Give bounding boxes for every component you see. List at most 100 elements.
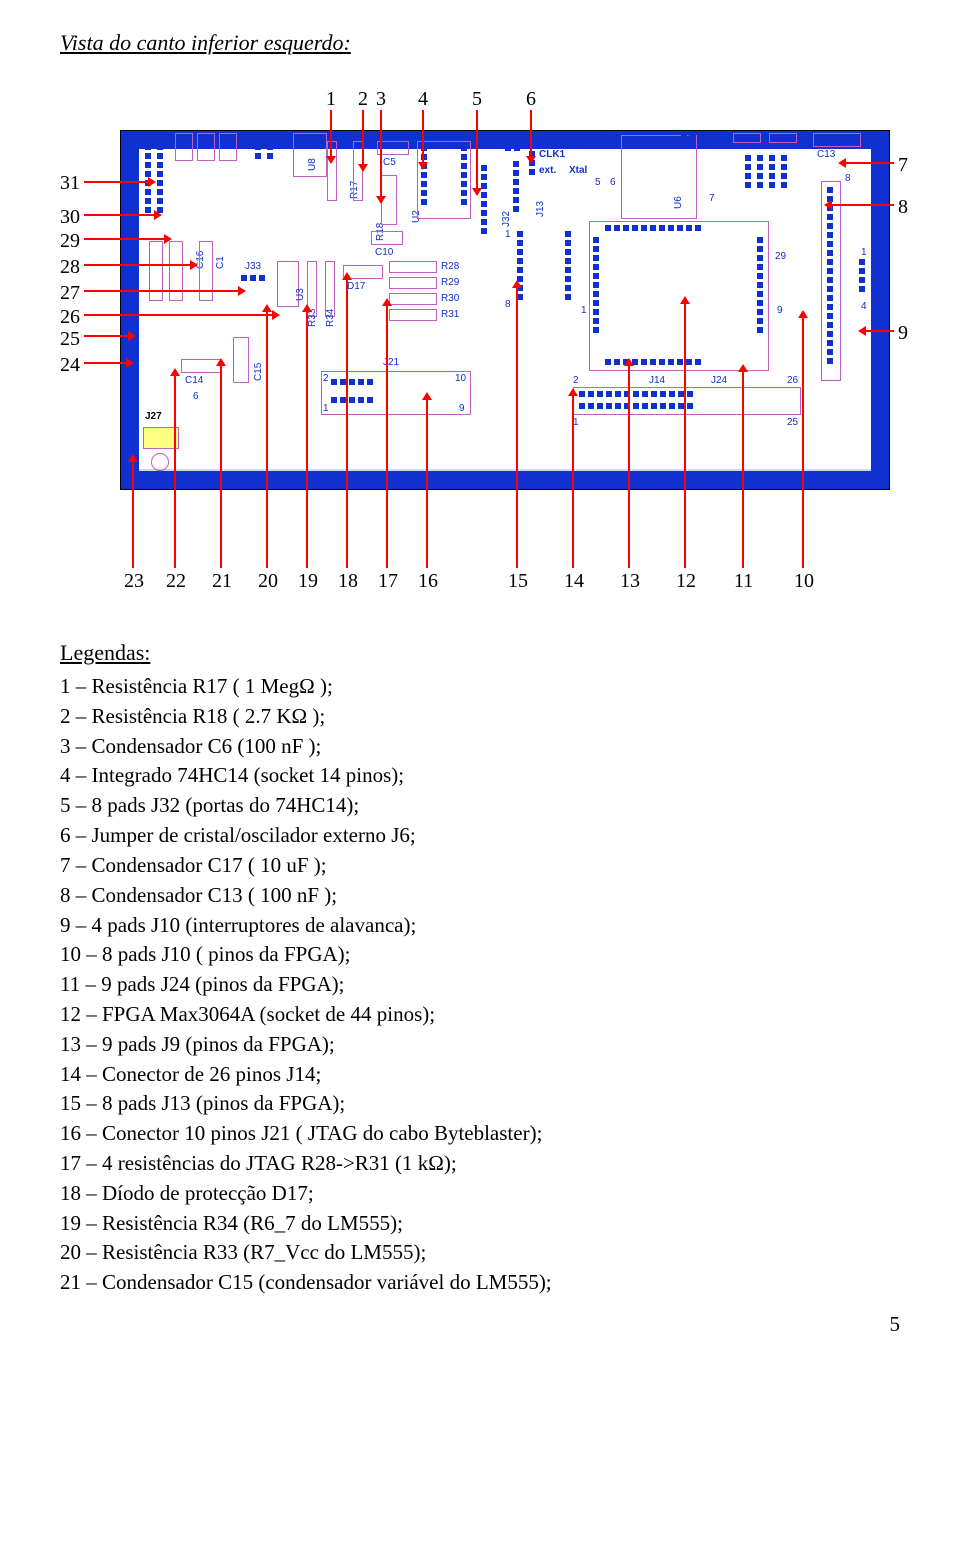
label-11: 11 — [734, 570, 753, 593]
legend-item: 16 – Conector 10 pinos J21 ( JTAG do cab… — [60, 1119, 900, 1149]
silk-n1d: 1 — [581, 305, 587, 316]
legend-item: 12 – FPGA Max3064A (socket de 44 pinos); — [60, 1000, 900, 1030]
label-1: 1 — [326, 88, 336, 111]
label-13: 13 — [620, 570, 640, 593]
silk-j6: J6 — [553, 134, 564, 145]
silk-n1f: 1 — [323, 403, 329, 414]
label-25: 25 — [60, 328, 80, 351]
silk-n10: 10 — [455, 373, 466, 384]
label-9: 9 — [898, 322, 908, 345]
label-16: 16 — [418, 570, 438, 593]
label-15: 15 — [508, 570, 528, 593]
silk-r29: R29 — [441, 277, 459, 288]
silk-c14: C14 — [185, 375, 203, 386]
silk-c5: C5 — [383, 157, 396, 168]
silk-n26: 26 — [787, 375, 798, 386]
label-4: 4 — [418, 88, 428, 111]
silk-n1a: 1 — [505, 229, 511, 240]
label-2: 2 — [358, 88, 368, 111]
label-29: 29 — [60, 230, 80, 253]
silk-u3: U3 — [295, 288, 306, 301]
legend-item: 19 – Resistência R34 (R6_7 do LM555); — [60, 1209, 900, 1239]
legend-item: 4 – Integrado 74HC14 (socket 14 pinos); — [60, 761, 900, 791]
legend-item: 18 – Díodo de protecção D17; — [60, 1179, 900, 1209]
silk-c15: C15 — [253, 363, 264, 381]
label-6: 6 — [526, 88, 536, 111]
label-14: 14 — [564, 570, 584, 593]
page-number: 5 — [60, 1312, 900, 1337]
silk-n25: 25 — [787, 417, 798, 428]
label-7: 7 — [898, 154, 908, 177]
silk-n9b: 9 — [459, 403, 465, 414]
label-18: 18 — [338, 570, 358, 593]
label-8: 8 — [898, 196, 908, 219]
page-title: Vista do canto inferior esquerdo: — [60, 30, 900, 56]
legend-item: 15 – 8 pads J13 (pinos da FPGA); — [60, 1089, 900, 1119]
silk-n8b: 8 — [845, 173, 851, 184]
silk-j13: J13 — [535, 201, 546, 217]
silk-n7: 7 — [709, 193, 715, 204]
pcb-board: U8 R17 R18 C5 U2 C10 J32 J31 CLK1 ext. X… — [120, 130, 890, 490]
legend-item: 5 – 8 pads J32 (portas do 74HC14); — [60, 791, 900, 821]
legend-item: 8 – Condensador C13 ( 100 nF ); — [60, 881, 900, 911]
legend-item: 13 – 9 pads J9 (pinos da FPGA); — [60, 1030, 900, 1060]
label-20: 20 — [258, 570, 278, 593]
label-21: 21 — [212, 570, 232, 593]
silk-clk1: CLK1 — [539, 149, 565, 160]
label-10: 10 — [794, 570, 814, 593]
legend-item: 1 – Resistência R17 ( 1 MegΩ ); — [60, 672, 900, 702]
label-26: 26 — [60, 306, 80, 329]
legend-heading: Legendas: — [60, 640, 900, 666]
silk-j9a: J9 — [877, 240, 888, 251]
silk-n1c: 1 — [861, 247, 867, 258]
legend-item: 7 – Condensador C17 ( 10 uF ); — [60, 851, 900, 881]
silk-n9: 9 — [777, 305, 783, 316]
legend-item: 20 – Resistência R33 (R7_Vcc do LM555); — [60, 1238, 900, 1268]
silk-c1: C1 — [215, 256, 226, 269]
silk-n4b: 4 — [605, 137, 611, 148]
silk-j10: J10 — [881, 269, 892, 285]
silk-n2c: 2 — [573, 375, 579, 386]
silk-r30: R30 — [441, 293, 459, 304]
legend-item: 6 – Jumper de cristal/oscilador externo … — [60, 821, 900, 851]
legend-item: 10 – 8 pads J10 ( pinos da FPGA); — [60, 940, 900, 970]
silk-c13: C13 — [817, 149, 835, 160]
silk-c10: C10 — [375, 247, 393, 258]
silk-u8: U8 — [307, 158, 318, 171]
silk-j32: J32 — [501, 211, 512, 227]
label-24: 24 — [60, 354, 80, 377]
silk-n8a: 8 — [505, 299, 511, 310]
label-28: 28 — [60, 256, 80, 279]
label-17: 17 — [378, 570, 398, 593]
silk-n4c: 4 — [861, 301, 867, 312]
label-23: 23 — [124, 570, 144, 593]
legend-item: 9 – 4 pads J10 (interruptores de alavanc… — [60, 911, 900, 941]
silk-r31: R31 — [441, 309, 459, 320]
silk-xtal: Xtal — [569, 165, 587, 176]
silk-n2d: 2 — [323, 373, 329, 384]
silk-j14: J14 — [649, 375, 665, 386]
silk-j27: J27 — [145, 411, 162, 422]
legend-item: 3 – Condensador C6 (100 nF ); — [60, 732, 900, 762]
label-27: 27 — [60, 282, 80, 305]
silk-ext: ext. — [539, 165, 556, 176]
label-12: 12 — [676, 570, 696, 593]
silk-j33: J33 — [245, 261, 261, 272]
silk-r28: R28 — [441, 261, 459, 272]
legend-list: 1 – Resistência R17 ( 1 MegΩ ); 2 – Resi… — [60, 672, 900, 1298]
silk-n29: 29 — [775, 251, 786, 262]
silk-d17: D17 — [347, 281, 365, 292]
silk-j31: J31 — [505, 133, 521, 144]
silk-n6: 6 — [610, 177, 616, 188]
silk-n6b: 6 — [193, 391, 199, 402]
silk-u6: U6 — [673, 196, 684, 209]
silk-n5: 5 — [595, 177, 601, 188]
legend-item: 11 – 9 pads J24 (pinos da FPGA); — [60, 970, 900, 1000]
legend-item: 21 – Condensador C15 (condensador variáv… — [60, 1268, 900, 1298]
silk-r34: R34 — [325, 309, 336, 327]
label-3: 3 — [376, 88, 386, 111]
legend-item: 17 – 4 resistências do JTAG R28->R31 (1 … — [60, 1149, 900, 1179]
label-22: 22 — [166, 570, 186, 593]
silk-j24: J24 — [711, 375, 727, 386]
legend-item: 14 – Conector de 26 pinos J14; — [60, 1060, 900, 1090]
